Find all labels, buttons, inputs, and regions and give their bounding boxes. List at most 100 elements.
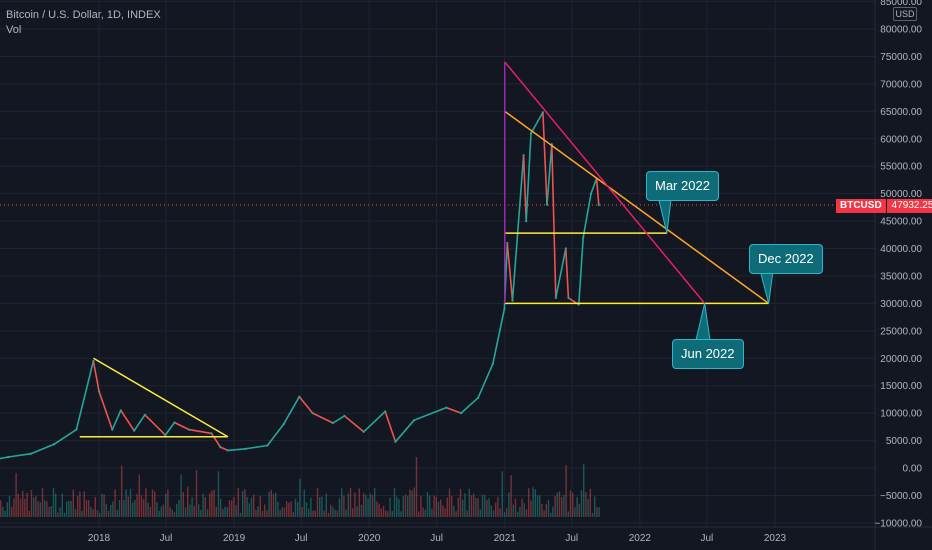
price-point-42	[554, 296, 557, 299]
price-point-21	[298, 395, 301, 398]
price-point-19	[266, 444, 269, 447]
volume-bar-55	[121, 465, 123, 517]
volume-bar-91	[200, 509, 202, 517]
volume-bar-221	[486, 499, 488, 517]
price-point-5	[75, 428, 78, 431]
volume-bar-261	[574, 507, 576, 517]
volume-bar-239	[525, 509, 528, 517]
volume-bar-61	[134, 499, 136, 517]
volume-bar-35	[77, 495, 79, 517]
price-point-44	[567, 296, 570, 299]
volume-bar-246	[541, 503, 543, 517]
y-tick-label-13: 20000.00	[880, 354, 922, 365]
volume-bar-63	[138, 474, 140, 517]
volume-bar-62	[136, 494, 138, 517]
volume-bar-150	[330, 504, 332, 517]
volume-bar-269	[591, 512, 594, 517]
volume-bar-19	[41, 488, 44, 517]
price-segment-3	[7, 452, 32, 458]
price-segment-23	[311, 412, 334, 424]
volume-bar-67	[147, 502, 149, 517]
price-point-6	[92, 359, 95, 363]
volume-bar-30	[66, 501, 68, 517]
volume-bar-175	[385, 510, 387, 517]
volume-bar-145	[319, 497, 321, 517]
volume-bar-59	[129, 488, 132, 517]
volume-bar-105	[231, 500, 233, 517]
volume-bar-1	[2, 506, 4, 517]
volume-bar-104	[228, 500, 231, 517]
volume-bar-139	[305, 502, 308, 517]
volume-bar-166	[365, 494, 367, 517]
callout-dec-2022[interactable]: Dec 2022	[749, 244, 823, 274]
price-segment-31	[460, 396, 479, 414]
volume-bar-121	[266, 510, 268, 517]
price-segment-49	[595, 177, 600, 206]
volume-bar-161	[354, 492, 356, 517]
volume-bar-33	[72, 489, 74, 517]
price-point-20	[282, 423, 285, 426]
volume-bar-178	[391, 511, 393, 517]
volume-bar-109	[239, 512, 242, 517]
volume-bar-85	[187, 486, 189, 517]
volume-bar-266	[585, 492, 587, 517]
volume-bar-31	[68, 501, 70, 517]
volume-bar-205	[451, 495, 453, 517]
volume-bar-272	[598, 507, 600, 517]
price-segment-25	[343, 415, 365, 433]
volume-bar-248	[545, 503, 547, 517]
volume-bar-128	[281, 507, 283, 517]
price-point-31	[477, 396, 480, 399]
volume-bar-81	[178, 500, 180, 517]
volume-bar-243	[534, 489, 536, 517]
volume-bar-167	[367, 498, 369, 517]
volume-bar-60	[132, 502, 134, 517]
volume-bar-170	[374, 487, 376, 517]
volume-bar-114	[250, 497, 253, 517]
volume-bar-152	[334, 509, 336, 517]
volume-bar-138	[303, 489, 305, 517]
price-point-29	[445, 406, 448, 409]
volume-bar-250	[550, 512, 552, 517]
price-point-4	[52, 443, 55, 446]
volume-bar-82	[180, 474, 182, 517]
callout-mar-2022[interactable]: Mar 2022	[646, 171, 719, 201]
volume-bar-144	[316, 488, 319, 517]
price-segment-22	[298, 395, 314, 414]
x-tick-label-8: 2022	[629, 533, 652, 544]
volume-bar-168	[369, 493, 371, 517]
volume-bar-268	[589, 488, 591, 517]
volume-bar-141	[310, 497, 312, 517]
volume-bar-234	[514, 498, 517, 517]
volume-bar-136	[299, 478, 301, 517]
volume-bar-134	[294, 498, 297, 517]
volume-bar-187	[411, 490, 413, 517]
volume-bar-244	[536, 495, 539, 517]
volume-bar-174	[382, 505, 385, 517]
volume-bar-188	[413, 487, 415, 517]
volume-bar-181	[398, 499, 400, 517]
volume-bar-38	[83, 491, 85, 517]
volume-bar-58	[127, 496, 129, 517]
volume-bar-191	[420, 495, 422, 517]
y-tick-label-14: 15000.00	[880, 381, 922, 392]
volume-bar-8	[17, 493, 19, 517]
volume-bar-169	[371, 495, 374, 517]
volume-bar-70	[154, 491, 156, 517]
volume-bar-226	[497, 496, 499, 517]
volume-bar-93	[204, 497, 206, 517]
callout-jun-2022[interactable]: Jun 2022	[672, 339, 744, 369]
volume-bar-16	[35, 496, 37, 517]
volume-bar-253	[556, 492, 558, 517]
volume-bar-204	[448, 488, 451, 517]
price-point-11	[143, 413, 146, 416]
price-point-27	[394, 440, 397, 443]
volume-bar-224	[492, 510, 495, 517]
x-tick-label-0: 2018	[88, 533, 111, 544]
price-segment-4	[30, 443, 55, 455]
volume-bar-183	[402, 496, 404, 517]
volume-bar-237	[521, 498, 523, 517]
price-point-17	[226, 449, 229, 452]
currency-badge[interactable]: USD	[893, 7, 917, 21]
